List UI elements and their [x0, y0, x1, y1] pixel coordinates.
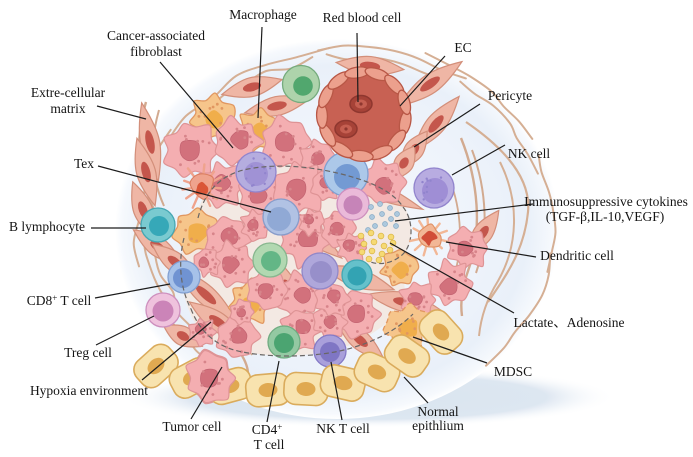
svg-text:Immunosuppressive cytokines: Immunosuppressive cytokines — [524, 194, 688, 209]
svg-text:B lymphocyte: B lymphocyte — [9, 219, 85, 234]
svg-text:EC: EC — [454, 40, 471, 55]
svg-text:Treg cell: Treg cell — [64, 345, 112, 360]
svg-text:Red blood cell: Red blood cell — [323, 10, 402, 25]
svg-text:Normal: Normal — [417, 404, 458, 419]
svg-text:(TGF-β,IL-10,VEGF): (TGF-β,IL-10,VEGF) — [546, 209, 665, 224]
svg-text:Pericyte: Pericyte — [488, 88, 532, 103]
svg-text:Tumor cell: Tumor cell — [162, 419, 221, 434]
svg-text:Cancer-associated: Cancer-associated — [107, 28, 205, 43]
svg-text:Lactate、Adenosine: Lactate、Adenosine — [514, 315, 625, 330]
svg-text:Tex: Tex — [74, 156, 94, 171]
svg-text:Extre-cellular: Extre-cellular — [31, 85, 106, 100]
svg-text:T cell: T cell — [254, 437, 285, 452]
svg-text:NK T cell: NK T cell — [316, 421, 370, 436]
svg-text:NK cell: NK cell — [508, 146, 551, 161]
svg-text:Dendritic cell: Dendritic cell — [540, 248, 614, 263]
svg-text:CD8+ T cell: CD8+ T cell — [27, 293, 92, 308]
svg-text:Macrophage: Macrophage — [229, 7, 296, 22]
svg-text:fibroblast: fibroblast — [130, 44, 182, 59]
svg-text:MDSC: MDSC — [494, 364, 532, 379]
svg-text:Hypoxia environment: Hypoxia environment — [30, 383, 148, 398]
svg-text:epithlium: epithlium — [412, 418, 464, 433]
svg-text:CD4+: CD4+ — [252, 422, 283, 437]
svg-text:matrix: matrix — [50, 101, 85, 116]
